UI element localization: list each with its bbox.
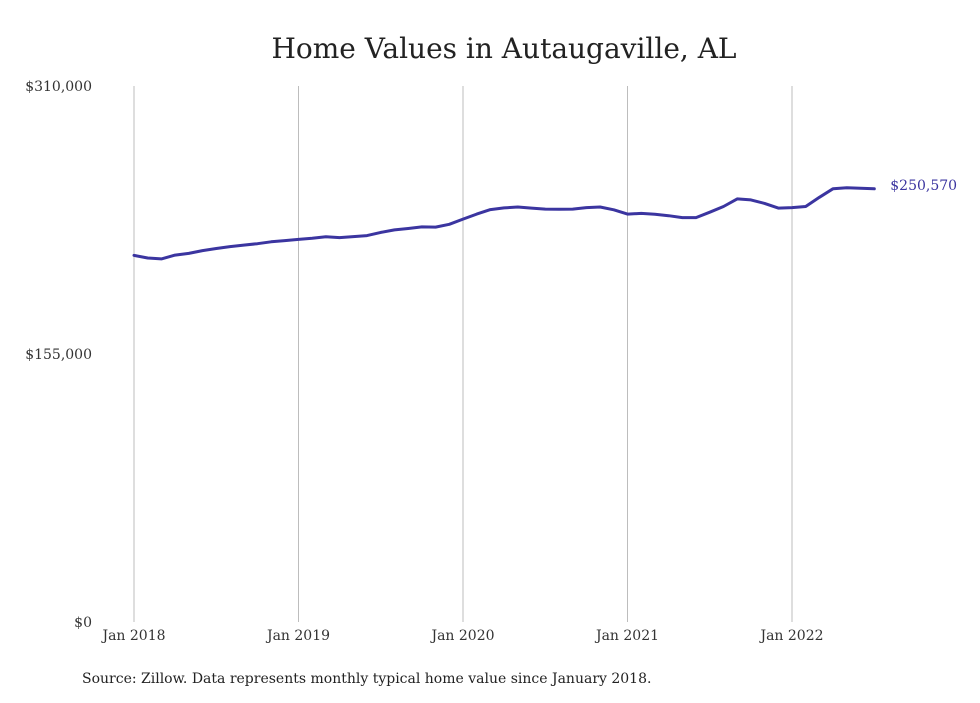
x-axis-ticks: Jan 2018 Jan 2019 Jan 2020 Jan 2021 Jan 2022 (100, 628, 823, 644)
y-tick-label: $155,000 (25, 347, 92, 363)
y-axis-ticks: $310,000 $155,000 $0 (25, 79, 92, 631)
x-tick-label: Jan 2019 (265, 628, 330, 644)
x-tick-label: Jan 2022 (758, 628, 823, 644)
x-tick-label: Jan 2021 (594, 628, 659, 644)
x-tick-label: Jan 2018 (100, 628, 165, 644)
y-tick-label: $0 (74, 615, 92, 631)
chart-title: Home Values in Autaugaville, AL (271, 32, 736, 65)
data-labels: $250,570 (890, 178, 957, 194)
source-note: Source: Zillow. Data represents monthly … (82, 671, 651, 687)
series-layer (132, 186, 876, 261)
x-tick-label: Jan 2020 (429, 628, 494, 644)
y-tick-label: $310,000 (25, 79, 92, 95)
end-value-label: $250,570 (890, 178, 957, 194)
gridlines (133, 86, 793, 622)
series-line (132, 186, 876, 261)
